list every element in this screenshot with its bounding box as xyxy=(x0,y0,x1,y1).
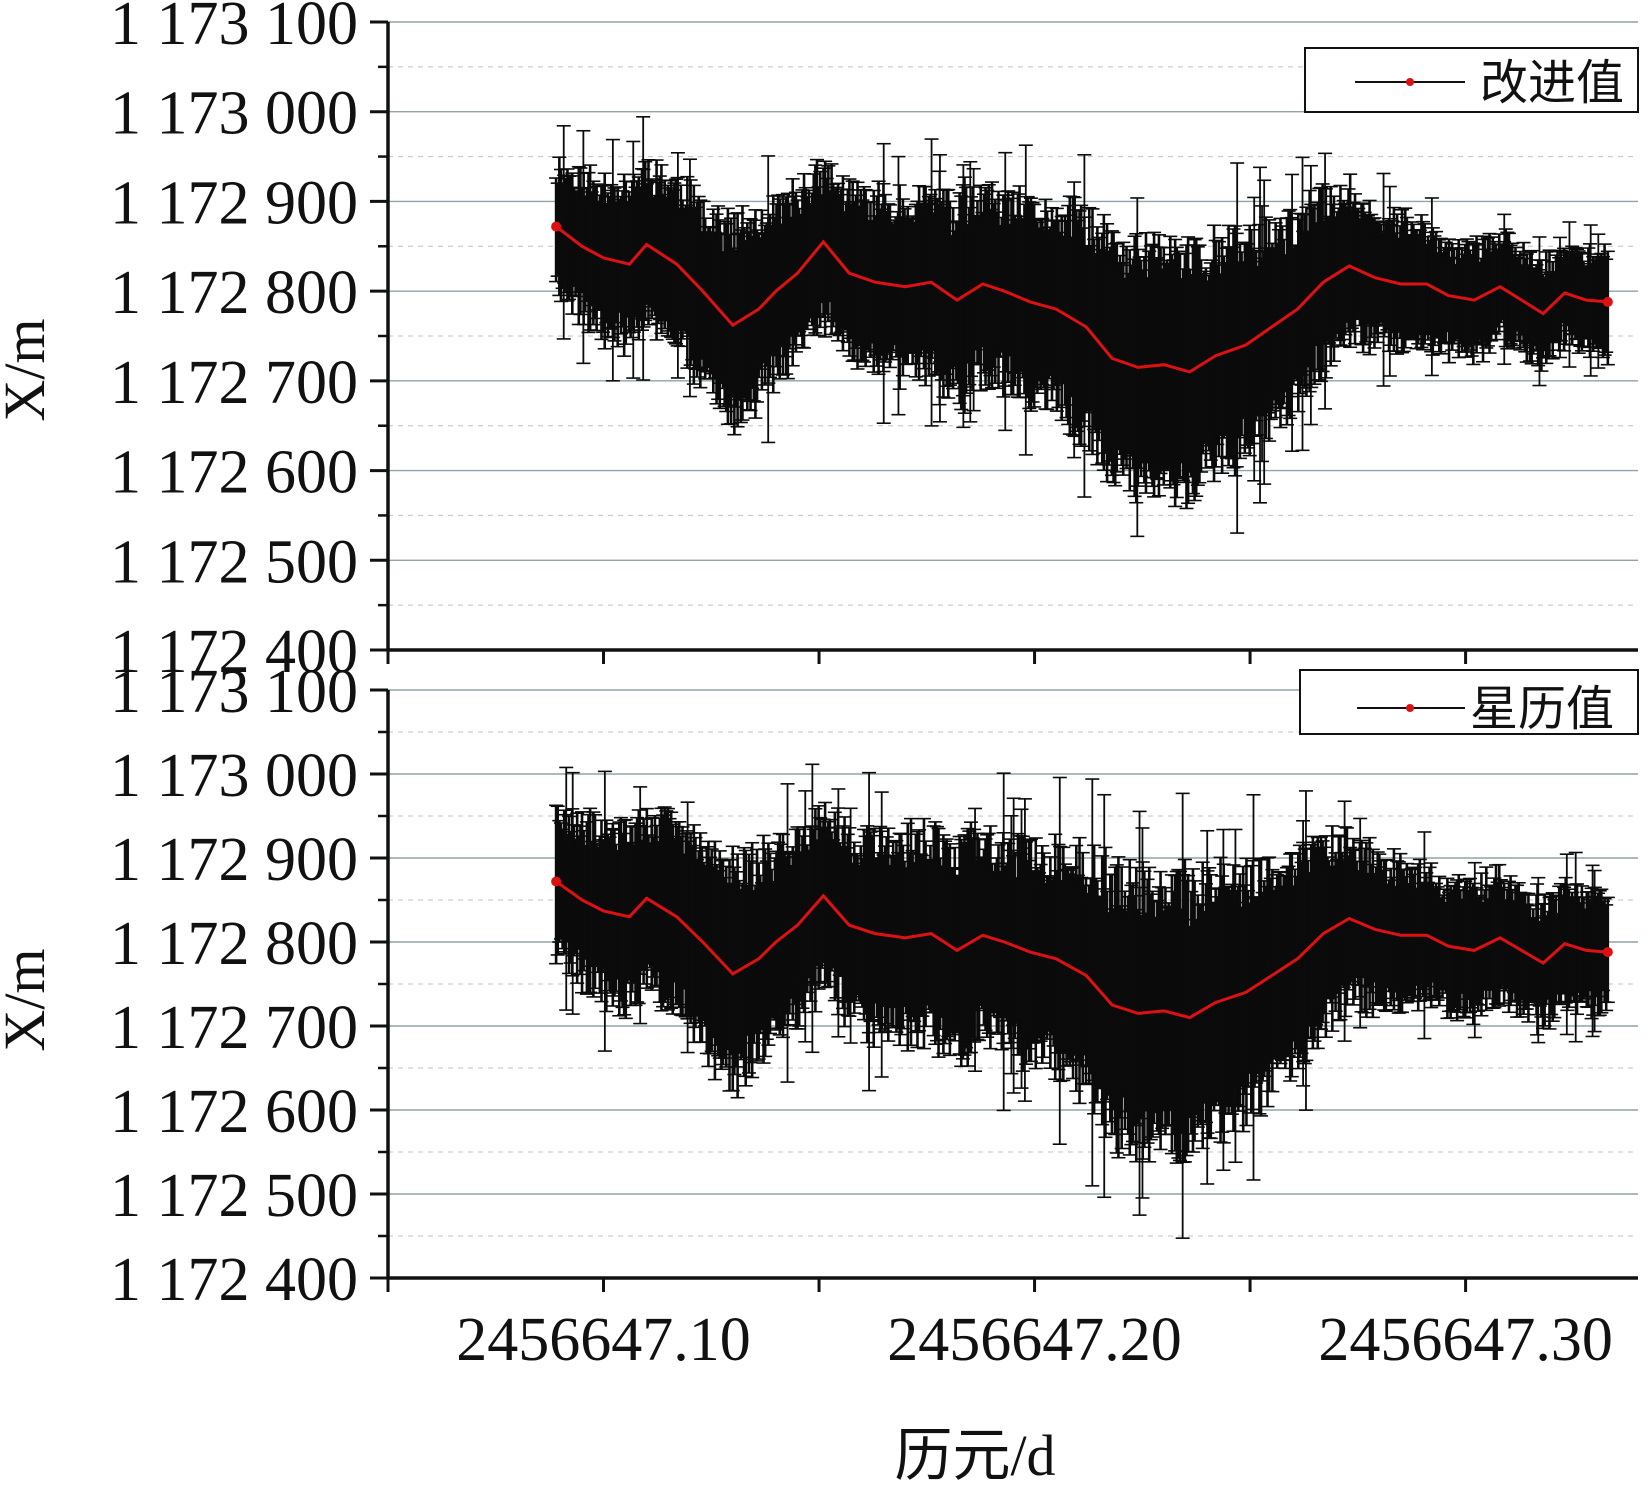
y-tick-label: 1 173 000 xyxy=(110,742,358,810)
y-tick-label: 1 172 500 xyxy=(110,1162,358,1230)
legend-marker-bottom xyxy=(1406,704,1414,712)
y-tick-label: 1 172 600 xyxy=(110,1078,358,1146)
legend-box-top xyxy=(1304,47,1639,113)
panel-ephemeris: 1 173 100 1 173 000 1 172 900 1 172 800 1 17… xyxy=(110,658,1638,1374)
y-tick-label: 1 173 000 xyxy=(110,80,358,148)
y-axis-title-bottom: X/m xyxy=(0,948,57,1051)
legend-marker-top xyxy=(1406,78,1414,86)
series-endpoint xyxy=(1602,947,1613,958)
y-tick-label: 1 172 500 xyxy=(110,528,358,596)
x-axis-title: 历元/d xyxy=(894,1423,1055,1488)
y-axis-title-top: X/m xyxy=(0,318,57,421)
legend-top: 改进值 xyxy=(1304,47,1639,113)
legend-bottom: 星历值 xyxy=(1299,669,1639,736)
legend-box-bottom xyxy=(1299,669,1639,735)
legend-label-bottom: 星历值 xyxy=(1470,683,1614,736)
x-tick-label: 2456647.30 xyxy=(1318,1306,1613,1374)
y-tick-label: 1 172 900 xyxy=(110,169,358,237)
series-endpoint xyxy=(1602,296,1613,307)
series-endpoint xyxy=(551,876,562,887)
y-tick-label: 1 172 400 xyxy=(110,618,358,686)
y-tick-label: 1 173 100 xyxy=(110,0,358,58)
series-line xyxy=(555,225,1608,374)
x-tick-label: 2456647.20 xyxy=(887,1306,1182,1374)
y-tick-label: 1 173 100 xyxy=(110,658,358,726)
legend-label-top: 改进值 xyxy=(1480,57,1624,110)
error-bars xyxy=(549,763,1615,1239)
series-line xyxy=(555,880,1608,1020)
y-tick-label: 1 172 600 xyxy=(110,439,358,507)
y-tick-label: 1 172 900 xyxy=(110,826,358,894)
y-tick-label: 1 172 700 xyxy=(110,349,358,417)
x-tick-label: 2456647.10 xyxy=(456,1306,751,1374)
y-tick-label: 1 172 800 xyxy=(110,259,358,327)
error-bars xyxy=(549,116,1615,538)
y-tick-label: 1 172 400 xyxy=(110,1246,358,1314)
y-tick-label: 1 172 800 xyxy=(110,910,358,978)
series-endpoint xyxy=(551,221,562,232)
y-tick-label: 1 172 700 xyxy=(110,994,358,1062)
panel-improved: 1 173 100 1 173 000 1 172 900 1 172 800 1 17… xyxy=(110,0,1638,686)
